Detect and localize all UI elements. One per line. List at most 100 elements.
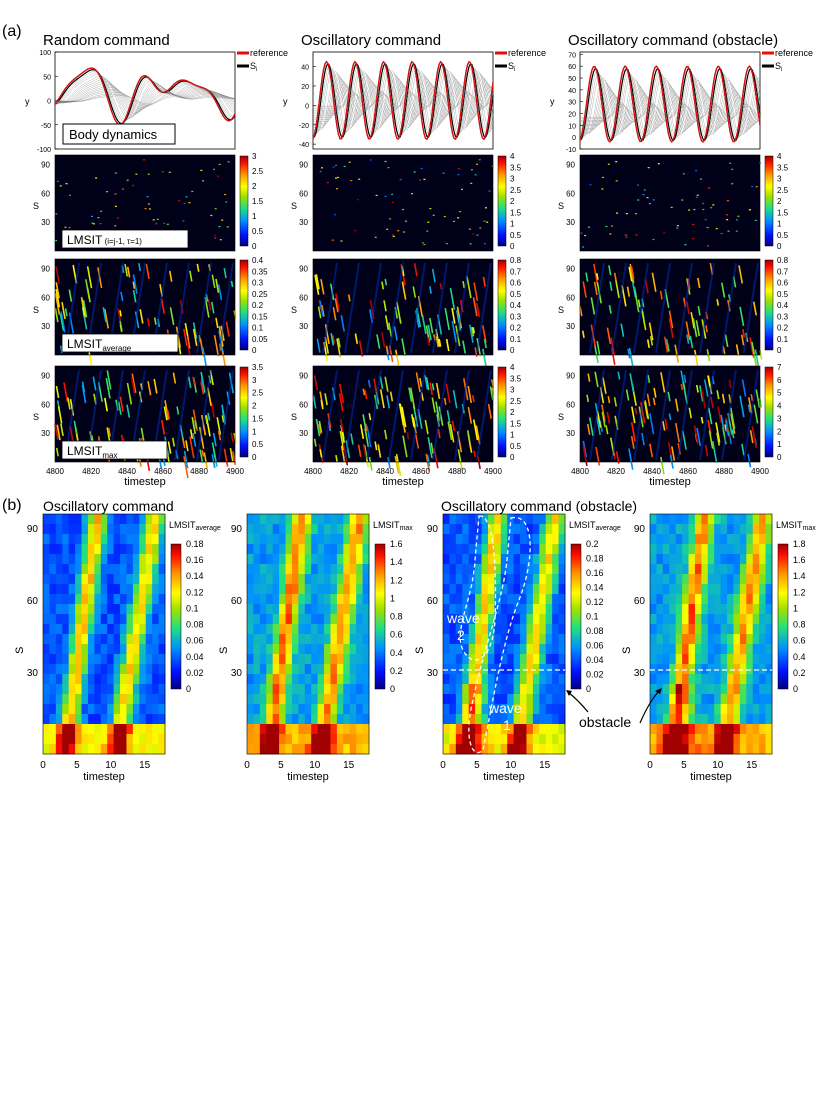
heatmap-wave [322,369,338,461]
wave1-label: wave [488,700,522,716]
heatmap-cell [468,634,476,645]
heatmap-cell [343,554,351,565]
colorbar-tick-label: 2.5 [252,167,264,176]
heatmap-cell [100,210,103,212]
column-title: Oscillatory command [301,32,441,49]
heatmap-cell [336,594,344,605]
heatmap-cell [759,564,766,575]
colorbar [764,155,774,247]
heatmap-cell [75,664,82,675]
heatmap-cell [145,644,153,655]
heatmap-cell [304,744,312,755]
heatmap-cell [171,437,176,447]
heatmap-cell [317,604,325,615]
heatmap-cell [368,413,372,421]
y-tick-label: 30 [634,668,646,679]
heatmap-cell [68,604,76,615]
x-tick-label: 4880 [448,467,466,476]
y-tick-label: 60 [299,400,308,409]
heatmap-cell [558,734,566,745]
colorbar-tick-label: 0.7 [510,267,522,276]
heatmap-cell [94,734,102,745]
colorbar-tick-label: 2 [252,402,257,411]
heatmap-cell [362,674,370,685]
heatmap-cell [291,674,299,685]
heatmap-cell [362,388,366,396]
heatmap-cell [75,654,82,665]
heatmap-cell [103,308,110,329]
heatmap-cell [507,684,515,695]
heatmap-cell [727,744,734,755]
heatmap-cell [615,161,618,163]
heatmap-cell [349,674,357,685]
heatmap-cell [481,714,489,725]
heatmap-cell [49,634,57,645]
colorbar [497,259,507,351]
heatmap-cell [443,534,450,545]
heatmap-cell [669,574,677,585]
heatmap-cell [356,524,363,535]
y-tick-label: 40 [301,65,309,72]
heatmap-cell [324,584,331,595]
heatmap-cell [735,344,740,356]
heatmap-cell [532,704,540,715]
heatmap-cell [266,574,274,585]
heatmap-cell [733,714,741,725]
colorbar-tick-label: 0.1 [186,603,199,613]
heatmap-cell [349,554,357,565]
heatmap-cell [364,423,368,432]
heatmap-cell [443,574,450,585]
heatmap-cell [113,544,121,555]
y-tick-label: 90 [27,524,39,535]
heatmap-cell [765,654,773,665]
heatmap-cell [304,514,312,525]
heatmap-cell [475,694,482,705]
heatmap-cell [272,664,280,675]
heatmap-cell [343,664,351,675]
heatmap-cell [321,304,325,317]
heatmap-cell [253,744,261,755]
heatmap-cell [532,554,540,565]
heatmap-cell [714,714,722,725]
heatmap-cell [739,614,747,625]
heatmap-cell [582,246,585,248]
colorbar-title: LMSITaverage [169,520,221,532]
heatmap-cell [315,419,321,437]
heatmap-cell [500,724,508,735]
heatmap-cell [701,514,709,525]
heatmap-cell [715,228,718,230]
heatmap-cell [126,724,134,735]
heatmap-cell [158,644,166,655]
heatmap-cell [120,634,127,645]
heatmap-cell [291,624,299,635]
heatmap-cell [43,724,50,735]
heatmap-cell [507,564,515,575]
heatmap-cell [558,624,566,635]
heatmap-cell [304,724,312,735]
heatmap-cell [520,654,527,665]
heatmap-cell [120,744,127,755]
heatmap-cell [311,724,319,735]
heatmap-cell [494,734,502,745]
heatmap-cell [646,339,651,348]
heatmap-cell [320,400,324,410]
heatmap-cell [449,694,457,705]
heatmap-cell [513,684,521,695]
heatmap-cell [75,524,82,535]
colorbar-tick-label: 0.5 [510,231,522,240]
x-tick-label: 4880 [190,467,208,476]
heatmap-cell [526,634,534,645]
heatmap-cell [752,624,760,635]
heatmap-cell [126,644,134,655]
heatmap-cell [379,389,385,409]
heatmap-cell [475,594,482,605]
y-tick-label: 60 [427,596,439,607]
heatmap-cell [539,684,547,695]
heatmap-cell [494,724,502,735]
heatmap-cell [259,524,267,535]
heatmap-wave [633,369,649,461]
heatmap-cell [552,704,559,715]
heatmap-cell [481,554,489,565]
heatmap-cell [532,514,540,525]
